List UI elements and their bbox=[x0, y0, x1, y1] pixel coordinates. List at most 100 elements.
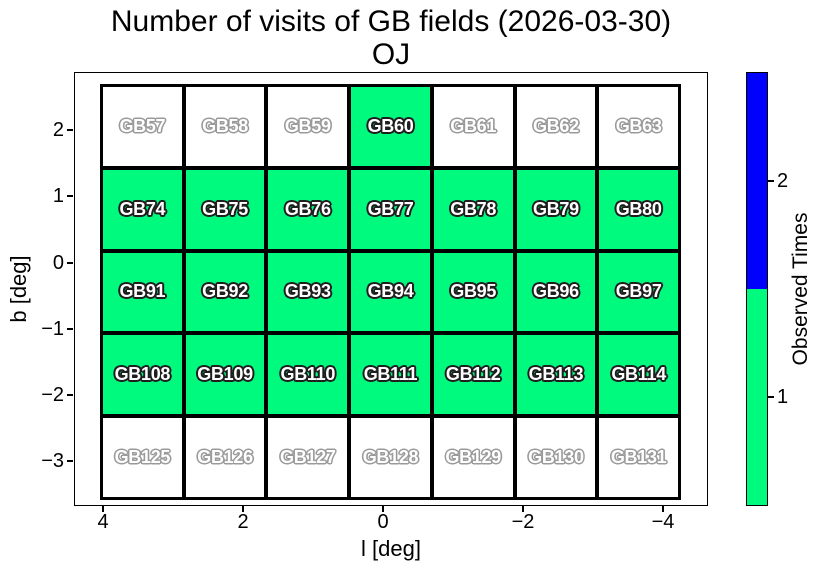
field-GB62: GB62 bbox=[516, 87, 596, 166]
field-GB126: GB126 bbox=[185, 418, 265, 497]
y-tick-mark bbox=[67, 328, 73, 330]
y-tick-mark bbox=[67, 460, 73, 462]
field-label: GB130 bbox=[528, 447, 584, 468]
field-label: GB74 bbox=[119, 198, 166, 219]
colorbar-segment-1-visit bbox=[747, 289, 767, 505]
field-GB95: GB95 bbox=[433, 252, 513, 332]
field-GB125: GB125 bbox=[103, 418, 182, 497]
field-GB129: GB129 bbox=[433, 418, 513, 497]
colorbar-tick-mark bbox=[768, 180, 774, 182]
x-tick-mark bbox=[662, 506, 664, 512]
field-GB114: GB114 bbox=[599, 335, 678, 415]
field-label: GB93 bbox=[284, 281, 331, 302]
field-label: GB75 bbox=[202, 198, 248, 219]
field-label: GB97 bbox=[615, 281, 662, 302]
field-GB59: GB59 bbox=[268, 87, 348, 166]
field-GB112: GB112 bbox=[433, 335, 513, 415]
field-label: GB114 bbox=[611, 364, 666, 385]
field-label: GB110 bbox=[280, 364, 336, 385]
colorbar-segment-2-visits bbox=[747, 73, 767, 289]
x-tick-label: 4 bbox=[97, 511, 109, 533]
field-GB76: GB76 bbox=[268, 169, 348, 249]
field-GB113: GB113 bbox=[516, 335, 596, 415]
y-tick-mark bbox=[67, 195, 73, 197]
y-tick-label: −1 bbox=[41, 318, 64, 340]
field-GB91: GB91 bbox=[103, 252, 182, 332]
field-label: GB126 bbox=[197, 447, 253, 468]
field-GB78: GB78 bbox=[433, 169, 513, 249]
chart-title-line1: Number of visits of GB fields (2026-03-3… bbox=[110, 5, 672, 38]
field-GB110: GB110 bbox=[268, 335, 348, 415]
colorbar bbox=[746, 72, 768, 506]
field-label: GB94 bbox=[367, 281, 414, 302]
y-tick-mark bbox=[67, 262, 73, 264]
field-label: GB63 bbox=[615, 115, 662, 136]
x-tick-mark bbox=[522, 506, 524, 512]
field-GB77: GB77 bbox=[351, 169, 430, 249]
y-tick-label: −2 bbox=[41, 384, 64, 406]
field-label: GB78 bbox=[450, 198, 497, 219]
colorbar-tick-label: 2 bbox=[777, 170, 789, 192]
field-label: GB77 bbox=[367, 198, 414, 219]
field-label: GB96 bbox=[533, 281, 579, 302]
field-label: GB76 bbox=[284, 198, 331, 219]
field-GB130: GB130 bbox=[516, 418, 596, 497]
colorbar-label: Observed Times bbox=[789, 212, 812, 366]
field-GB97: GB97 bbox=[599, 252, 678, 332]
field-GB109: GB109 bbox=[185, 335, 265, 415]
y-tick-mark bbox=[67, 129, 73, 131]
field-label: GB95 bbox=[450, 281, 497, 302]
y-tick-label: −3 bbox=[41, 450, 64, 472]
x-axis-label: l [deg] bbox=[361, 536, 421, 561]
field-label: GB113 bbox=[528, 364, 584, 385]
y-tick-mark bbox=[67, 394, 73, 396]
field-GB60: GB60 bbox=[351, 87, 430, 166]
x-tick-label: 0 bbox=[377, 511, 389, 533]
field-label: GB109 bbox=[197, 364, 253, 385]
field-GB92: GB92 bbox=[185, 252, 265, 332]
colorbar-tick-label: 1 bbox=[777, 386, 789, 408]
field-GB79: GB79 bbox=[516, 169, 596, 249]
field-label: GB127 bbox=[280, 447, 336, 468]
field-label: GB62 bbox=[533, 115, 579, 136]
field-label: GB92 bbox=[202, 281, 248, 302]
field-GB96: GB96 bbox=[516, 252, 596, 332]
field-label: GB59 bbox=[284, 115, 331, 136]
x-tick-mark bbox=[102, 506, 104, 512]
field-GB111: GB111 bbox=[351, 335, 430, 415]
field-label: GB125 bbox=[114, 447, 171, 468]
field-GB93: GB93 bbox=[268, 252, 348, 332]
field-GB80: GB80 bbox=[599, 169, 678, 249]
field-GB128: GB128 bbox=[351, 418, 430, 497]
field-label: GB108 bbox=[114, 364, 171, 385]
field-label: GB91 bbox=[119, 281, 166, 302]
field-label: GB131 bbox=[610, 447, 667, 468]
field-GB131: GB131 bbox=[599, 418, 678, 497]
field-label: GB129 bbox=[445, 447, 501, 468]
field-label: GB80 bbox=[615, 198, 662, 219]
colorbar-tick-mark bbox=[768, 396, 774, 398]
y-tick-label: 1 bbox=[52, 185, 64, 207]
field-GB127: GB127 bbox=[268, 418, 348, 497]
field-label: GB112 bbox=[445, 364, 501, 385]
field-GB94: GB94 bbox=[351, 252, 430, 332]
field-label: GB128 bbox=[362, 447, 419, 468]
x-tick-label: 2 bbox=[237, 511, 249, 533]
x-tick-mark bbox=[242, 506, 244, 512]
field-GB58: GB58 bbox=[185, 87, 265, 166]
field-GB61: GB61 bbox=[433, 87, 513, 166]
field-label: GB58 bbox=[202, 115, 248, 136]
field-GB57: GB57 bbox=[103, 87, 182, 166]
x-tick-label: −4 bbox=[651, 511, 675, 533]
x-tick-mark bbox=[382, 506, 384, 512]
field-label: GB61 bbox=[450, 115, 497, 136]
x-tick-label: −2 bbox=[511, 511, 535, 533]
field-grid: GB57 GB58 GB59 GB60 GB61 GB62 GB63 GB74 GB75 GB76… bbox=[100, 84, 681, 500]
field-GB108: GB108 bbox=[103, 335, 182, 415]
field-GB74: GB74 bbox=[103, 169, 182, 249]
field-label: GB60 bbox=[367, 115, 414, 136]
chart-title: Number of visits of GB fields (2026-03-3… bbox=[111, 5, 671, 71]
field-label: GB79 bbox=[533, 198, 579, 219]
field-label: GB57 bbox=[119, 115, 166, 136]
